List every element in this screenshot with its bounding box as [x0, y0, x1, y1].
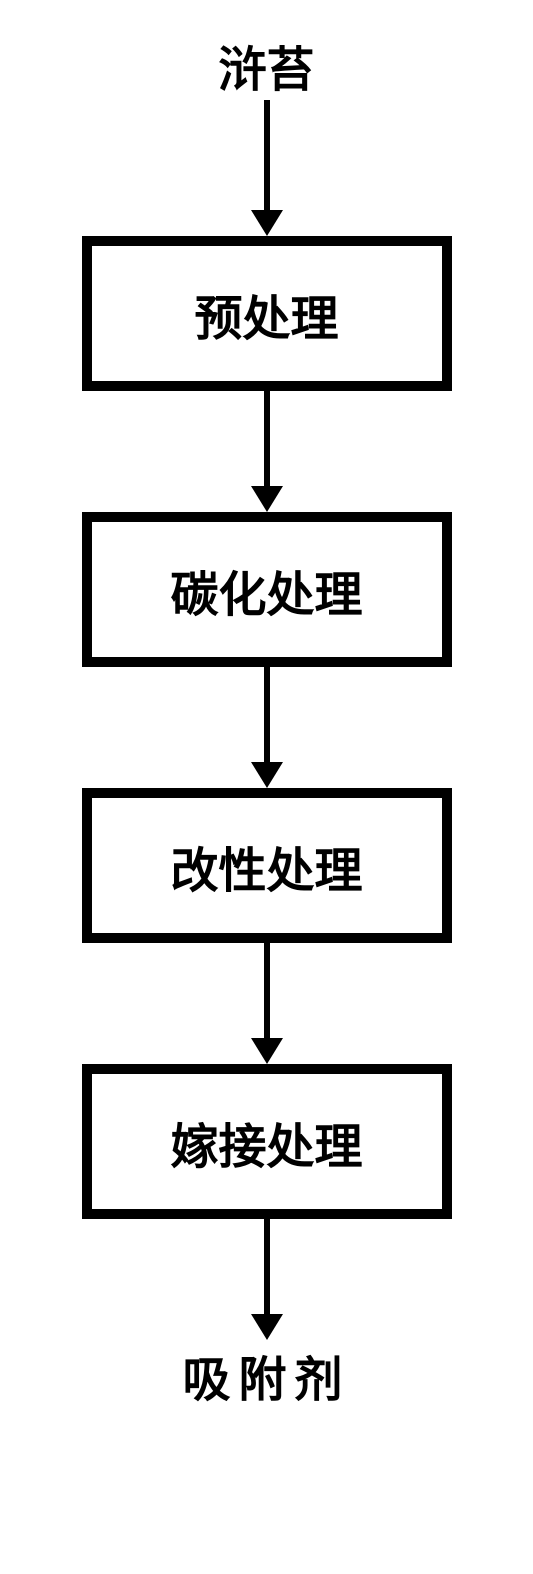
process-box-2: 改性处理 — [82, 788, 452, 943]
arrow-line — [264, 1219, 270, 1314]
box-label: 预处理 — [194, 279, 338, 349]
process-box-3: 嫁接处理 — [82, 1064, 452, 1219]
box-label: 嫁接处理 — [170, 1107, 362, 1177]
arrow-head-icon — [251, 486, 283, 512]
arrow-line — [264, 100, 270, 210]
arrow-2 — [251, 667, 283, 788]
arrow-3 — [251, 943, 283, 1064]
arrow-0 — [251, 100, 283, 236]
arrow-4 — [251, 1219, 283, 1340]
end-label: 吸附剂 — [182, 1340, 350, 1410]
arrow-head-icon — [251, 1314, 283, 1340]
arrow-line — [264, 667, 270, 762]
process-box-0: 预处理 — [82, 236, 452, 391]
arrow-line — [264, 391, 270, 486]
start-label: 浒苔 — [218, 30, 314, 100]
arrow-line — [264, 943, 270, 1038]
arrow-head-icon — [251, 1038, 283, 1064]
arrow-head-icon — [251, 210, 283, 236]
box-label: 改性处理 — [170, 831, 362, 901]
process-box-1: 碳化处理 — [82, 512, 452, 667]
box-label: 碳化处理 — [170, 555, 362, 625]
arrow-1 — [251, 391, 283, 512]
arrow-head-icon — [251, 762, 283, 788]
